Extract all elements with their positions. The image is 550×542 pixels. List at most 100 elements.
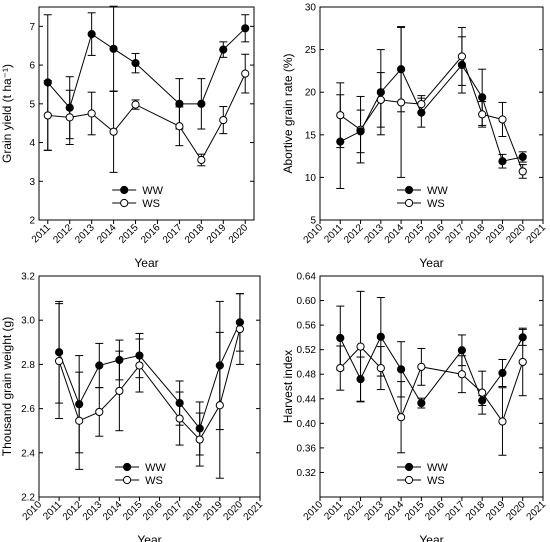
x-tick-label: 2017 (444, 222, 468, 246)
y-tick-label: 2 (29, 216, 35, 227)
data-point-ww (376, 332, 385, 341)
data-point-ws (478, 388, 487, 397)
x-tick-label: 2010 (302, 499, 326, 523)
series-line-ww (47, 27, 246, 109)
data-point-ws (215, 401, 224, 410)
data-point-ww (417, 398, 426, 408)
x-tick-label: 2017 (444, 499, 468, 523)
data-point-ws (175, 122, 184, 131)
data-point-ws (65, 113, 74, 122)
y-tick-label: 0.36 (297, 443, 317, 454)
data-point-ws (498, 417, 507, 426)
data-point-ws (518, 167, 527, 176)
y-tick-label: 0.44 (297, 394, 317, 405)
x-tick-label: 2020 (504, 499, 528, 523)
data-point-ww (396, 365, 406, 374)
data-point-ws (498, 115, 507, 124)
x-tick-label: 2021 (242, 499, 266, 523)
chart-abortive-grain-rate: 20 10 201120122013201420152016201720182019… (281, 3, 548, 271)
data-point-ww (235, 318, 245, 327)
data-point-ww (396, 65, 406, 74)
y-tick-label: 5 (310, 216, 316, 227)
data-point-ww (109, 44, 118, 53)
y-axis-label: Thousand grain weight (g) (0, 317, 14, 456)
series-line-ww (340, 64, 523, 162)
x-tick-label: 2020 (227, 222, 251, 246)
y-tick-label: 0.48 (297, 370, 317, 381)
data-point-ww (356, 127, 365, 136)
x-tick-label: 2018 (181, 499, 205, 523)
x-tick-label: 2018 (464, 499, 488, 523)
legend-label: WW (142, 185, 163, 197)
x-tick-label: 2014 (95, 222, 119, 246)
series-line-ws (47, 73, 246, 161)
data-point-ww (356, 375, 365, 384)
x-tick-label: 2016 (423, 499, 447, 523)
y-tick-label: 7 (29, 22, 35, 33)
y-tick-label: 0.60 (297, 296, 317, 307)
chart-thousand-grain-weight: 2010201120122013201420152016201720182019… (0, 272, 265, 542)
data-point-ww (75, 400, 84, 409)
y-tick-label: 3.2 (21, 272, 35, 283)
y-tick-label: 2.6 (21, 404, 35, 415)
data-point-ws (396, 413, 406, 422)
series-line-ws (58, 328, 241, 441)
data-point-ws (235, 324, 245, 334)
data-point-ws (109, 127, 118, 136)
x-tick-label: 2019 (201, 499, 225, 523)
legend-marker (122, 462, 132, 472)
data-point-ww (87, 30, 96, 39)
x-tick-label: 2016 (139, 222, 163, 246)
series-line-ww (339, 335, 524, 404)
y-tick-label: 0.32 (297, 468, 317, 479)
chart-harvest-index: 2010201120122013201420152016201720182019… (281, 272, 548, 542)
data-point-ww (215, 361, 224, 370)
data-point-ww (498, 157, 507, 166)
data-point-ww (518, 152, 527, 162)
data-point-ws (95, 407, 104, 417)
data-point-ws (518, 357, 527, 367)
x-tick-label: 2017 (161, 222, 185, 246)
data-point-ws (336, 111, 345, 120)
x-tick-label: 2015 (117, 222, 141, 246)
series-line-ww (58, 322, 241, 430)
data-point-ws (197, 155, 206, 165)
legend-marker (404, 185, 414, 195)
data-point-ws (457, 370, 467, 379)
y-tick-label: 10 (305, 173, 317, 184)
x-tick-label: 2015 (403, 222, 427, 246)
data-point-ws (336, 363, 345, 373)
legend-label: WW (427, 185, 448, 197)
data-point-ws (115, 386, 124, 396)
data-point-ws (478, 110, 487, 119)
data-point-ww (457, 60, 467, 70)
plot-frame (319, 6, 544, 221)
legend-marker (404, 198, 414, 208)
x-axis-label: Year (419, 256, 443, 270)
data-point-ww (195, 424, 204, 433)
x-tick-label: 2012 (61, 499, 85, 523)
legend-label: WW (145, 462, 166, 474)
chart-grain-yield: 2011201220132014201520162017201820192020… (0, 5, 255, 270)
y-axis-label: Grain yield (t ha⁻¹) (0, 64, 14, 163)
data-point-ws (376, 95, 385, 104)
x-tick-label: 2013 (362, 222, 386, 246)
legend-label: WS (427, 475, 445, 487)
x-tick-label: 2013 (73, 222, 97, 246)
data-point-ww (376, 88, 385, 97)
data-point-ww (336, 333, 345, 343)
y-tick-label: 30 (305, 3, 317, 14)
y-tick-label: 4 (29, 138, 35, 149)
x-tick-label: 2013 (81, 499, 105, 523)
data-point-ww (115, 355, 124, 365)
legend-label: WW (427, 462, 448, 474)
data-point-ww (478, 93, 487, 102)
data-point-ww (135, 351, 144, 360)
data-point-ws (376, 363, 385, 373)
x-tick-label: 2019 (205, 222, 229, 246)
y-tick-label: 25 (305, 45, 317, 56)
legend-marker (120, 185, 129, 195)
x-tick-label: 2021 (525, 499, 549, 523)
x-axis-label: Year (137, 533, 161, 542)
x-tick-label: 2014 (383, 222, 407, 246)
